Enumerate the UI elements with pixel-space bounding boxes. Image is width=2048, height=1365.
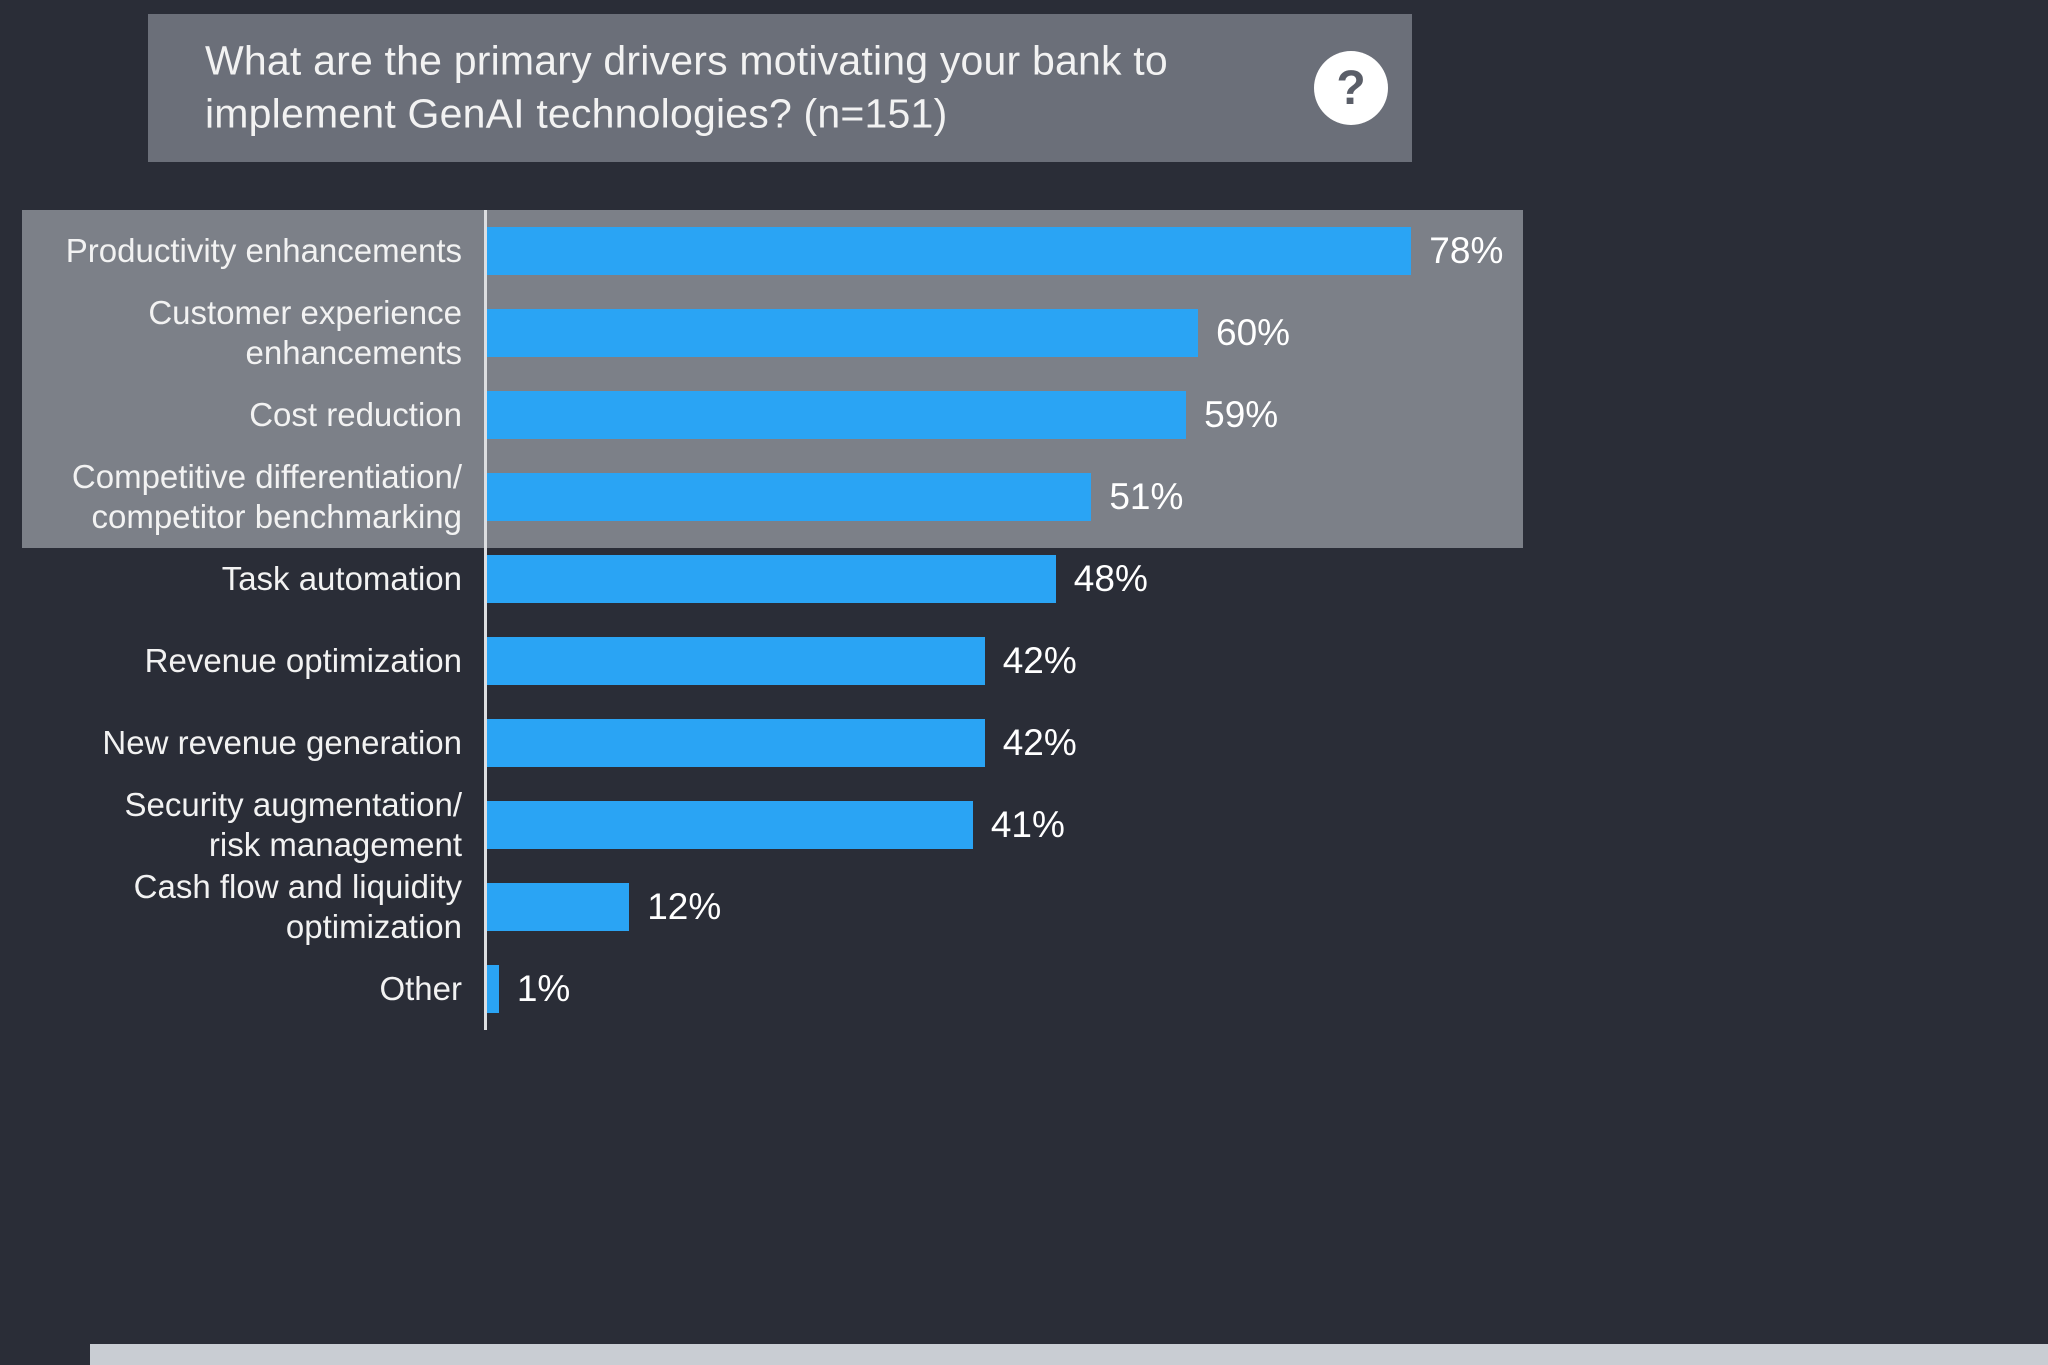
bar bbox=[487, 637, 985, 685]
value-label: 48% bbox=[1073, 558, 1148, 599]
value-label: 1% bbox=[516, 968, 571, 1009]
value-label: 42% bbox=[1002, 722, 1077, 763]
bar bbox=[487, 309, 1198, 357]
category-label: Security augmentation/ risk management bbox=[124, 785, 462, 863]
category-label: Competitive differentiation/ competitor … bbox=[71, 457, 462, 535]
chart-row: Cost reduction 59% bbox=[22, 374, 2026, 456]
bar-track: 59% bbox=[487, 391, 1672, 439]
chart-row: Competitive differentiation/ competitor … bbox=[22, 456, 2026, 538]
help-button[interactable]: ? bbox=[1314, 51, 1388, 125]
bar-track: 42% bbox=[487, 637, 1672, 685]
value-label: 60% bbox=[1216, 312, 1291, 353]
bar bbox=[487, 391, 1187, 439]
chart-row: Productivity enhancements 78% bbox=[22, 210, 2026, 292]
category-label: Revenue optimization bbox=[144, 641, 462, 679]
bar-track: 60% bbox=[487, 309, 1672, 357]
bar-track: 42% bbox=[487, 719, 1672, 767]
category-label: Productivity enhancements bbox=[65, 231, 462, 269]
category-label: Cash flow and liquidity optimization bbox=[133, 867, 462, 945]
chart-row: Task automation 48% bbox=[22, 538, 2026, 620]
bar bbox=[487, 965, 499, 1013]
category-label: Cost reduction bbox=[249, 395, 462, 433]
chart-row: Revenue optimization 42% bbox=[22, 620, 2026, 702]
bar bbox=[487, 555, 1056, 603]
value-label: 59% bbox=[1204, 394, 1279, 435]
bar bbox=[487, 227, 1412, 275]
chart-row: New revenue generation 42% bbox=[22, 702, 2026, 784]
bar-track: 12% bbox=[487, 883, 1672, 931]
category-label: New revenue generation bbox=[102, 723, 462, 761]
question-text: What are the primary drivers motivating … bbox=[205, 37, 1168, 137]
category-label: Task automation bbox=[221, 559, 462, 597]
bar-track: 51% bbox=[487, 473, 1672, 521]
chart-row: Cash flow and liquidity optimization 12% bbox=[22, 866, 2026, 948]
bar-track: 1% bbox=[487, 965, 1672, 1013]
bar bbox=[487, 473, 1092, 521]
category-label: Other bbox=[379, 969, 462, 1007]
value-label: 51% bbox=[1109, 476, 1184, 517]
bar bbox=[487, 801, 973, 849]
bar-track: 48% bbox=[487, 555, 1672, 603]
category-label: Customer experience enhancements bbox=[148, 293, 462, 371]
value-label: 42% bbox=[1002, 640, 1077, 681]
bar-track: 78% bbox=[487, 227, 1672, 275]
bar-track: 41% bbox=[487, 801, 1672, 849]
value-label: 12% bbox=[647, 886, 722, 927]
question-mark-icon: ? bbox=[1336, 61, 1366, 115]
axis-line bbox=[484, 210, 487, 1030]
chart-row: Customer experience enhancements 60% bbox=[22, 292, 2026, 374]
bar-chart: Productivity enhancements 78% Customer e… bbox=[22, 210, 2026, 1030]
chart-row: Other 1% bbox=[22, 948, 2026, 1030]
question-box: What are the primary drivers motivating … bbox=[148, 14, 1412, 162]
footer-bar bbox=[90, 1344, 2048, 1365]
value-label: 78% bbox=[1429, 230, 1504, 271]
value-label: 41% bbox=[990, 804, 1065, 845]
bar bbox=[487, 883, 630, 931]
chart-row: Security augmentation/ risk management 4… bbox=[22, 784, 2026, 866]
bar bbox=[487, 719, 985, 767]
